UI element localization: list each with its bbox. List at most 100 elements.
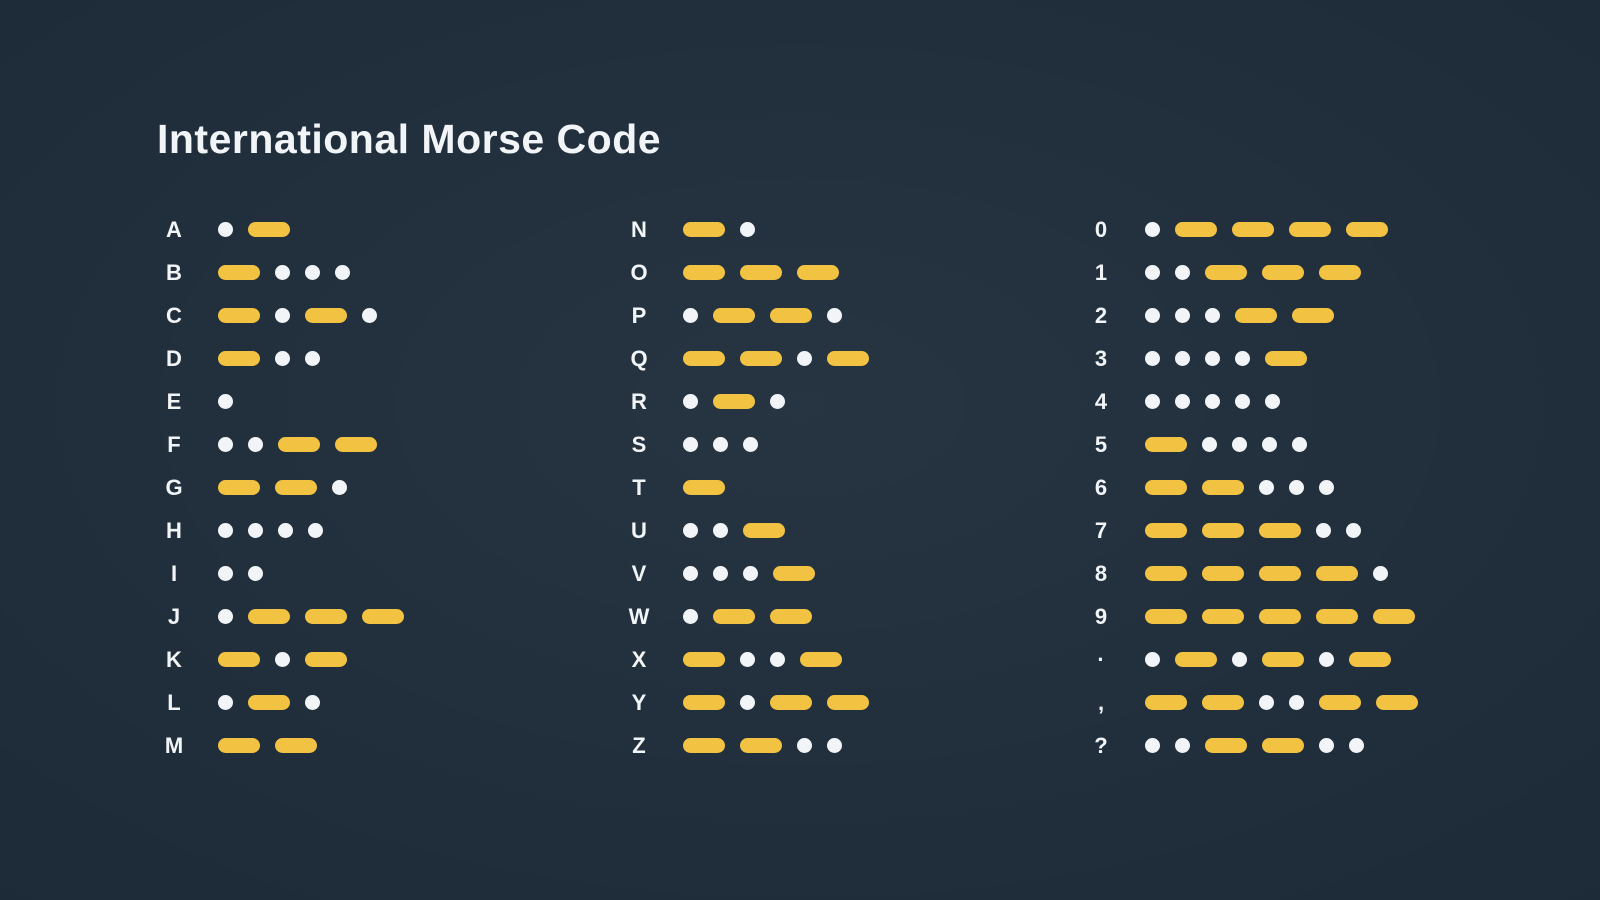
morse-dot <box>218 695 233 710</box>
morse-dot <box>1202 437 1217 452</box>
morse-code-sequence <box>1145 265 1361 280</box>
char-label: 5 <box>1094 431 1108 457</box>
morse-code-sequence <box>218 437 377 452</box>
morse-dash <box>1319 695 1361 710</box>
morse-code-sequence <box>1145 695 1418 710</box>
morse-code-sequence <box>218 523 323 538</box>
char-label: 8 <box>1094 560 1108 586</box>
morse-code-sequence <box>218 652 347 667</box>
morse-dash <box>713 609 755 624</box>
morse-row: P <box>622 294 869 337</box>
morse-dash <box>278 437 320 452</box>
morse-row: I <box>157 552 404 595</box>
morse-dash <box>1289 222 1331 237</box>
morse-dot <box>1205 394 1220 409</box>
char-label: R <box>631 388 647 414</box>
morse-code-sequence <box>218 566 263 581</box>
morse-dash <box>335 437 377 452</box>
morse-dot <box>770 652 785 667</box>
morse-dot <box>683 394 698 409</box>
morse-row: 0 <box>1084 208 1418 251</box>
morse-dot <box>275 351 290 366</box>
morse-code-sequence <box>683 652 842 667</box>
morse-row: C <box>157 294 404 337</box>
morse-dash <box>275 480 317 495</box>
char-label: 9 <box>1094 603 1108 629</box>
morse-dot <box>248 523 263 538</box>
morse-dash <box>713 394 755 409</box>
morse-row: 4 <box>1084 380 1418 423</box>
morse-dot <box>218 222 233 237</box>
morse-dot <box>1175 308 1190 323</box>
morse-dash <box>305 652 347 667</box>
morse-dash <box>1262 738 1304 753</box>
morse-dash <box>683 695 725 710</box>
morse-dot <box>1145 394 1160 409</box>
morse-dash <box>1316 609 1358 624</box>
char-label: Z <box>632 732 646 758</box>
morse-dash <box>770 308 812 323</box>
morse-row: R <box>622 380 869 423</box>
morse-row: 1 <box>1084 251 1418 294</box>
morse-dash <box>1319 265 1361 280</box>
morse-dot <box>1232 437 1247 452</box>
morse-dash <box>713 308 755 323</box>
morse-dash <box>305 609 347 624</box>
morse-dot <box>1319 480 1334 495</box>
morse-dot <box>1265 394 1280 409</box>
morse-dot <box>1145 738 1160 753</box>
morse-dash <box>1145 566 1187 581</box>
morse-row: U <box>622 509 869 552</box>
morse-row: H <box>157 509 404 552</box>
char-label: U <box>631 517 647 543</box>
morse-dot <box>275 652 290 667</box>
morse-dot <box>275 308 290 323</box>
morse-row: Y <box>622 681 869 724</box>
char-label: F <box>167 431 181 457</box>
morse-dot <box>1145 265 1160 280</box>
morse-dot <box>218 523 233 538</box>
morse-row: O <box>622 251 869 294</box>
morse-dash <box>1346 222 1388 237</box>
morse-dot <box>218 609 233 624</box>
morse-dash <box>1376 695 1418 710</box>
morse-dash <box>1202 523 1244 538</box>
morse-code-sequence <box>218 351 320 366</box>
morse-dot <box>308 523 323 538</box>
char-label: Q <box>630 345 648 371</box>
morse-dash <box>1316 566 1358 581</box>
char-label: T <box>632 474 646 500</box>
morse-code-sequence <box>218 738 317 753</box>
morse-row: X <box>622 638 869 681</box>
char-label: X <box>631 646 647 672</box>
morse-dot <box>827 308 842 323</box>
morse-row: 8 <box>1084 552 1418 595</box>
morse-dash <box>218 308 260 323</box>
morse-code-sequence <box>1145 523 1361 538</box>
char-label: P <box>631 302 647 328</box>
morse-dash <box>1205 265 1247 280</box>
morse-row: F <box>157 423 404 466</box>
morse-row: J <box>157 595 404 638</box>
morse-dot <box>1232 652 1247 667</box>
morse-dot <box>218 394 233 409</box>
morse-row: W <box>622 595 869 638</box>
morse-dash <box>683 738 725 753</box>
morse-row: Q <box>622 337 869 380</box>
morse-dash <box>1205 738 1247 753</box>
morse-dash <box>1145 480 1187 495</box>
morse-dot <box>1319 652 1334 667</box>
morse-dash <box>305 308 347 323</box>
morse-dash <box>740 265 782 280</box>
morse-code-sequence <box>1145 566 1388 581</box>
morse-dash <box>362 609 404 624</box>
morse-code-sequence <box>683 437 758 452</box>
morse-code-sequence <box>683 222 755 237</box>
morse-dash <box>1265 351 1307 366</box>
morse-dash <box>248 695 290 710</box>
morse-dash <box>827 351 869 366</box>
morse-code-sequence <box>683 265 839 280</box>
char-label: V <box>631 560 647 586</box>
morse-dot <box>1205 351 1220 366</box>
morse-dash <box>743 523 785 538</box>
